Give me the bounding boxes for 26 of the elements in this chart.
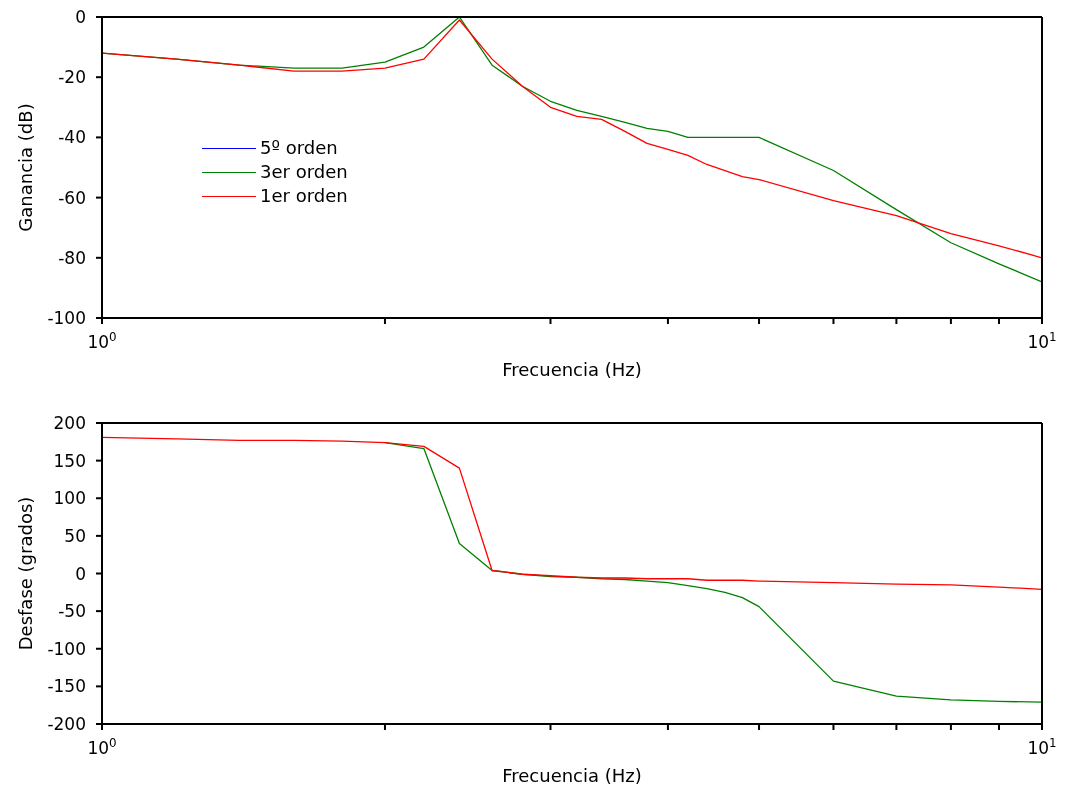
x-axis-title: Frecuencia (Hz): [502, 765, 642, 786]
y-tick-label: -20: [58, 67, 86, 88]
y-tick-label: -80: [58, 247, 86, 268]
y-tick-label: 100: [53, 488, 86, 509]
x-tick-label: 10$^{0}$: [87, 330, 117, 352]
y-tick-label: -100: [47, 308, 86, 328]
x-tick-label: 10$^{1}$: [1027, 330, 1057, 352]
y-axis-title: Desfase (grados): [15, 496, 37, 651]
y-axis-title: Ganancia (dB): [15, 103, 37, 232]
legend-label: 3er orden: [260, 160, 348, 184]
y-tick-label: 50: [64, 525, 86, 546]
x-tick-label: 10$^{1}$: [1027, 736, 1057, 758]
x-tick-label: 10$^{0}$: [87, 736, 117, 758]
y-tick-label: -40: [58, 127, 86, 148]
y-tick-label: 200: [53, 413, 86, 433]
y-tick-label: 150: [53, 450, 86, 471]
legend-label: 1er orden: [260, 184, 348, 208]
x-axis-title: Frecuencia (Hz): [502, 359, 642, 380]
legend-label: 5º orden: [260, 136, 338, 160]
y-tick-label: -150: [47, 676, 86, 697]
y-tick-label: -50: [58, 601, 86, 622]
y-tick-label: -60: [58, 187, 86, 208]
y-tick-label: 0: [75, 563, 86, 584]
y-tick-label: -100: [47, 638, 86, 659]
y-tick-label: 0: [75, 7, 86, 27]
y-tick-label: -200: [47, 714, 86, 734]
